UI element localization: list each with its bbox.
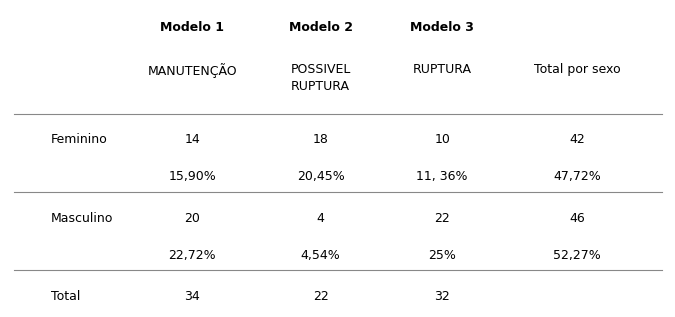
Text: 11, 36%: 11, 36% bbox=[416, 170, 468, 183]
Text: 20,45%: 20,45% bbox=[297, 170, 344, 183]
Text: 20: 20 bbox=[184, 212, 200, 225]
Text: 52,27%: 52,27% bbox=[554, 249, 601, 262]
Text: Modelo 3: Modelo 3 bbox=[410, 21, 474, 34]
Text: MANUTENÇÃO: MANUTENÇÃO bbox=[148, 63, 237, 78]
Text: 47,72%: 47,72% bbox=[554, 170, 601, 183]
Text: 34: 34 bbox=[184, 290, 200, 303]
Text: 22: 22 bbox=[434, 212, 450, 225]
Text: Total: Total bbox=[51, 290, 80, 303]
Text: 22,72%: 22,72% bbox=[169, 249, 216, 262]
Text: 14: 14 bbox=[184, 133, 200, 146]
Text: 42: 42 bbox=[569, 133, 585, 146]
Text: 46: 46 bbox=[569, 212, 585, 225]
Text: Masculino: Masculino bbox=[51, 212, 113, 225]
Text: 4: 4 bbox=[317, 212, 325, 225]
Text: 22: 22 bbox=[313, 290, 329, 303]
Text: 25%: 25% bbox=[428, 249, 456, 262]
Text: 18: 18 bbox=[313, 133, 329, 146]
Text: RUPTURA: RUPTURA bbox=[412, 63, 472, 76]
Text: Modelo 2: Modelo 2 bbox=[289, 21, 352, 34]
Text: POSSIVEL
RUPTURA: POSSIVEL RUPTURA bbox=[290, 63, 351, 93]
Text: 15,90%: 15,90% bbox=[169, 170, 216, 183]
Text: 4,54%: 4,54% bbox=[301, 249, 340, 262]
Text: 10: 10 bbox=[434, 133, 450, 146]
Text: 32: 32 bbox=[434, 290, 450, 303]
Text: Modelo 1: Modelo 1 bbox=[161, 21, 224, 34]
Text: Feminino: Feminino bbox=[51, 133, 107, 146]
Text: Total por sexo: Total por sexo bbox=[534, 63, 620, 76]
